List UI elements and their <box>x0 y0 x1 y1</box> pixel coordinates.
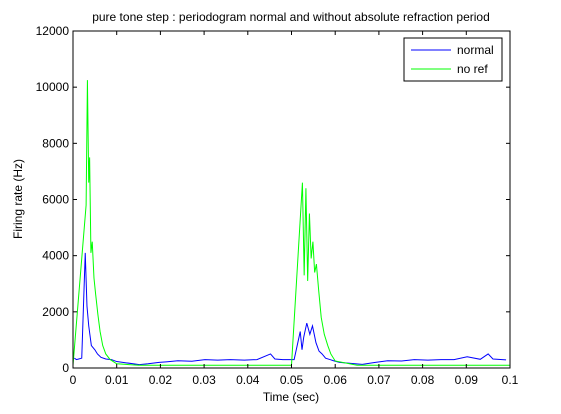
series-line-normal <box>74 252 507 366</box>
x-axis-label: Time (sec) <box>263 390 319 404</box>
y-ticks: 0 2000 4000 6000 8000 10000 12000 <box>36 24 510 375</box>
x-tick-label: 0.08 <box>411 373 435 387</box>
series-layer <box>72 80 510 366</box>
x-tick-label: 0.07 <box>367 373 391 387</box>
x-tick-label: 0.01 <box>105 373 129 387</box>
y-tick-label: 4000 <box>42 249 69 263</box>
y-tick-label: 6000 <box>42 193 69 207</box>
y-tick-label: 8000 <box>42 136 69 150</box>
y-tick-label: 0 <box>62 361 69 375</box>
x-tick-label: 0 <box>70 373 77 387</box>
x-tick-label: 0.09 <box>455 373 479 387</box>
x-tick-label: 0.06 <box>324 373 348 387</box>
y-axis-label: Firing rate (Hz) <box>11 159 25 239</box>
x-tick-label: 0.05 <box>280 373 304 387</box>
x-tick-label: 0.03 <box>192 373 216 387</box>
plot-area <box>73 31 510 368</box>
series-line-no-ref <box>72 80 510 366</box>
legend-box <box>403 37 503 82</box>
x-tick-label: 0.04 <box>236 373 260 387</box>
legend: normal no ref <box>403 37 503 82</box>
y-tick-label: 10000 <box>36 80 70 94</box>
y-tick-label: 2000 <box>42 305 69 319</box>
legend-label-no-ref: no ref <box>457 62 488 76</box>
y-tick-label: 12000 <box>36 24 70 38</box>
x-tick-label: 0.02 <box>149 373 173 387</box>
x-ticks: 0 0.01 0.02 0.03 0.04 0.05 0.06 0.07 0.08 0.09 0.1 <box>70 31 519 387</box>
x-tick-label: 0.1 <box>502 373 519 387</box>
legend-label-normal: normal <box>457 43 494 57</box>
chart-title: pure tone step : periodogram normal and … <box>92 10 490 24</box>
